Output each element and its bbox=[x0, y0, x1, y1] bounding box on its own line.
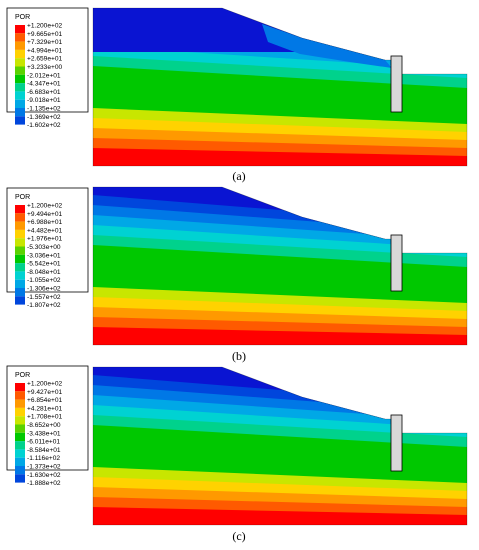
legend-swatch bbox=[15, 416, 25, 425]
legend-label: +1.708e+01 bbox=[27, 414, 63, 421]
legend-swatch bbox=[15, 399, 25, 408]
legend-label: -1.369e+02 bbox=[27, 114, 61, 121]
legend-label: +9.665e+01 bbox=[27, 31, 63, 38]
legend-label: -2.012e+01 bbox=[27, 72, 61, 79]
legend-swatch bbox=[15, 432, 25, 442]
legend-label: +6.854e+01 bbox=[27, 397, 63, 404]
legend-swatch bbox=[15, 91, 25, 100]
legend-swatch bbox=[15, 66, 25, 75]
legend-swatch bbox=[15, 33, 25, 42]
legend-label: -1.116e+02 bbox=[27, 455, 60, 462]
legend-swatch bbox=[15, 296, 25, 305]
legend-label: -1.135e+02 bbox=[27, 106, 61, 113]
legend-label: +3.233e+00 bbox=[27, 64, 63, 71]
legend-swatch bbox=[15, 238, 25, 247]
legend-label: -1.888e+02 bbox=[27, 480, 61, 487]
panel-caption: (b) bbox=[232, 349, 246, 363]
legend-label: -4.347e+01 bbox=[27, 81, 61, 88]
legend-swatch bbox=[15, 58, 25, 67]
legend-label: -1.602e+02 bbox=[27, 122, 61, 129]
legend-label: -3.036e+01 bbox=[27, 252, 61, 259]
legend-label: +4.281e+01 bbox=[27, 405, 63, 412]
fem-model bbox=[92, 366, 468, 526]
legend-label: -8.048e+01 bbox=[27, 269, 61, 276]
legend-label: -6.011e+01 bbox=[27, 439, 60, 446]
legend-swatch bbox=[15, 99, 25, 108]
legend-label: -8.652e+00 bbox=[27, 422, 61, 429]
legend-label: +7.329e+01 bbox=[27, 39, 63, 46]
legend-label: +1.976e+01 bbox=[27, 236, 63, 243]
legend-label: +1.200e+02 bbox=[27, 23, 63, 30]
legend-title: POR bbox=[15, 14, 30, 21]
fem-model bbox=[92, 186, 468, 346]
legend-swatch bbox=[15, 271, 25, 280]
legend-label: +9.494e+01 bbox=[27, 211, 63, 218]
panel-caption: (a) bbox=[232, 169, 245, 183]
legend-swatch bbox=[15, 457, 25, 466]
legend-label: +4.482e+01 bbox=[27, 227, 63, 234]
legend-label: -1.630e+02 bbox=[27, 472, 61, 479]
legend: POR +1.200e+02+9.494e+01+6.988e+01+4.482e… bbox=[6, 187, 89, 309]
legend-label: +2.659e+01 bbox=[27, 56, 63, 63]
legend-swatch bbox=[15, 246, 25, 255]
legend-swatch bbox=[15, 466, 25, 475]
legend-swatch bbox=[15, 49, 25, 59]
legend-label: -1.557e+02 bbox=[27, 294, 61, 301]
legend-swatch bbox=[15, 205, 25, 214]
legend-label: -9.018e+01 bbox=[27, 97, 61, 104]
legend-label: -6.683e+01 bbox=[27, 89, 61, 96]
legend-swatch bbox=[15, 213, 25, 222]
legend-label: -5.303e+00 bbox=[27, 244, 61, 251]
legend-swatch bbox=[15, 407, 25, 417]
legend-label: -1.306e+02 bbox=[27, 286, 61, 293]
legend-swatch bbox=[15, 441, 25, 450]
legend-label: -5.542e+01 bbox=[27, 261, 61, 268]
legend-label: +1.200e+02 bbox=[27, 381, 63, 388]
legend-label: +4.994e+01 bbox=[27, 47, 63, 54]
legend-swatch bbox=[15, 263, 25, 272]
legend-swatch bbox=[15, 383, 25, 392]
legend-title: POR bbox=[15, 372, 30, 379]
legend-swatch bbox=[15, 108, 25, 117]
legend-title: POR bbox=[15, 194, 30, 201]
legend-swatch bbox=[15, 391, 25, 400]
legend-label: -1.373e+02 bbox=[27, 464, 61, 471]
legend-swatch bbox=[15, 74, 25, 84]
retaining-pile bbox=[390, 234, 403, 292]
legend-swatch bbox=[15, 254, 25, 264]
legend-swatch bbox=[15, 116, 25, 125]
legend-swatch bbox=[15, 41, 25, 50]
legend-label: -1.055e+02 bbox=[27, 277, 61, 284]
legend-label: +9.427e+01 bbox=[27, 389, 63, 396]
legend-label: +1.200e+02 bbox=[27, 203, 63, 210]
retaining-pile bbox=[390, 414, 403, 472]
legend-swatch bbox=[15, 229, 25, 239]
fem-model bbox=[92, 7, 468, 167]
retaining-pile bbox=[390, 55, 403, 113]
legend-swatch bbox=[15, 474, 25, 483]
legend-swatch bbox=[15, 25, 25, 34]
legend-swatch bbox=[15, 83, 25, 92]
legend-label: -1.807e+02 bbox=[27, 302, 61, 309]
legend-swatch bbox=[15, 424, 25, 433]
legend-label: -3.438e+01 bbox=[27, 430, 61, 437]
legend-swatch bbox=[15, 279, 25, 288]
legend-swatch bbox=[15, 288, 25, 297]
legend-swatch bbox=[15, 449, 25, 458]
legend: POR +1.200e+02+9.665e+01+7.329e+01+4.994e… bbox=[6, 7, 89, 129]
legend-swatch bbox=[15, 221, 25, 230]
legend-label: -8.584e+01 bbox=[27, 447, 61, 454]
legend: POR +1.200e+02+9.427e+01+6.854e+01+4.281e… bbox=[6, 365, 89, 487]
legend-label: +6.988e+01 bbox=[27, 219, 63, 226]
panel-caption: (c) bbox=[232, 529, 245, 543]
